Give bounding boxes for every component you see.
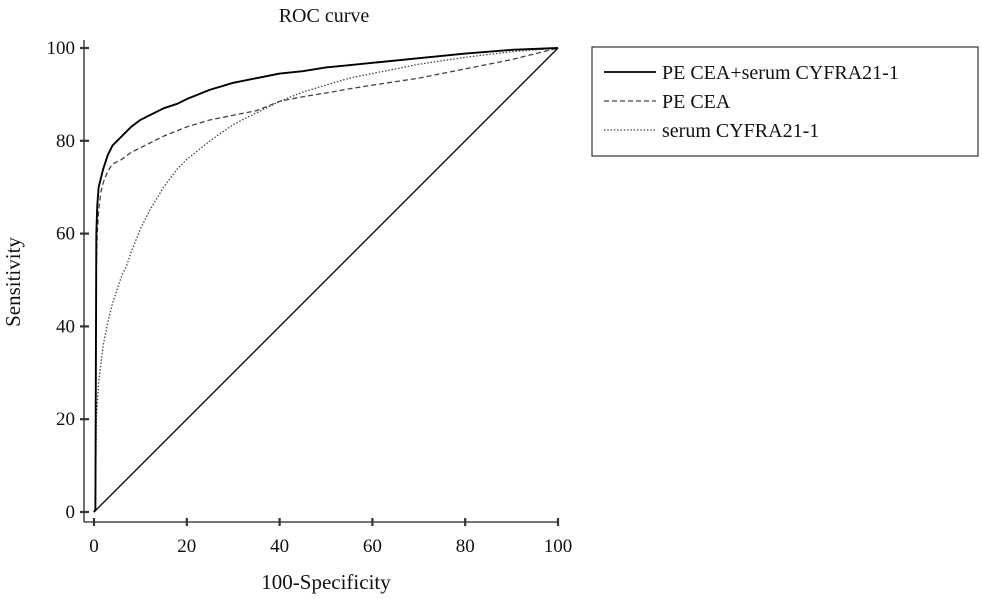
x-tick-label: 100 — [544, 536, 573, 557]
y-axis-ticks: 0 20 40 60 80 100 — [47, 38, 89, 523]
y-tick-label: 40 — [56, 316, 75, 337]
legend-label-pe-cea: PE CEA — [662, 91, 731, 113]
x-tick-label: 0 — [89, 536, 99, 557]
chart-title: ROC curve — [279, 5, 370, 27]
y-axis-title: Sensitivity — [1, 237, 25, 327]
roc-curve-pe-cea-serum-cyfra — [93, 47, 559, 513]
y-tick-label: 20 — [56, 409, 75, 430]
x-axis-title: 100-Specificity — [261, 570, 391, 594]
y-tick-label: 0 — [66, 502, 76, 523]
legend-label-combined: PE CEA+serum CYFRA21-1 — [662, 62, 899, 84]
x-axis-ticks: 0 20 40 60 80 100 — [89, 518, 572, 557]
y-tick-label: 60 — [56, 224, 75, 245]
roc-curve-serum-cyfra — [93, 47, 559, 513]
y-tick-label: 100 — [47, 38, 76, 59]
x-tick-label: 60 — [363, 536, 382, 557]
reference-diagonal-line — [93, 47, 559, 513]
x-tick-label: 80 — [456, 536, 475, 557]
y-tick-label: 80 — [56, 131, 75, 152]
legend-label-serum-cyfra: serum CYFRA21-1 — [662, 120, 819, 142]
plot-area — [93, 47, 559, 513]
roc-curve-pe-cea — [93, 47, 559, 513]
x-tick-label: 40 — [270, 536, 289, 557]
x-tick-label: 20 — [177, 536, 196, 557]
legend-box — [591, 46, 979, 157]
legend: PE CEA+serum CYFRA21-1 PE CEA serum CYFR… — [591, 46, 979, 157]
